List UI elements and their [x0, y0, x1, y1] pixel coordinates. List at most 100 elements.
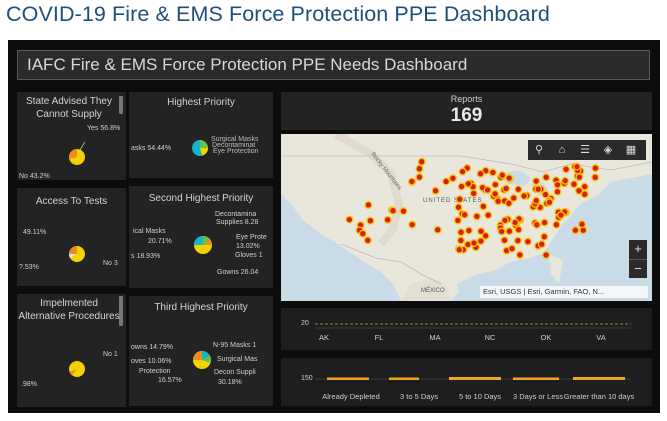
report-marker[interactable]	[501, 216, 509, 225]
report-marker[interactable]	[417, 157, 426, 166]
report-marker[interactable]	[553, 180, 562, 189]
report-marker[interactable]	[476, 169, 485, 178]
report-marker[interactable]	[457, 228, 466, 237]
pie-chart-second-priority[interactable]	[189, 231, 217, 259]
report-marker[interactable]	[542, 173, 551, 182]
report-marker[interactable]	[494, 197, 503, 206]
report-marker[interactable]	[476, 237, 485, 246]
report-marker[interactable]	[575, 186, 583, 195]
bar-5-to-10-days[interactable]	[449, 377, 501, 380]
report-marker[interactable]	[491, 189, 500, 198]
report-marker[interactable]	[498, 171, 507, 180]
layers-icon[interactable]: ◈	[603, 144, 613, 156]
pie-chart-highest-priority[interactable]	[188, 136, 212, 160]
report-marker[interactable]	[500, 236, 509, 245]
report-marker[interactable]	[537, 240, 546, 249]
report-marker[interactable]	[456, 236, 465, 245]
report-marker[interactable]	[464, 179, 473, 188]
report-marker[interactable]	[540, 232, 549, 241]
report-marker[interactable]	[532, 177, 541, 186]
report-marker[interactable]	[453, 216, 462, 225]
report-marker[interactable]	[460, 210, 469, 219]
report-marker[interactable]	[532, 220, 541, 229]
report-marker[interactable]	[520, 192, 529, 200]
report-marker[interactable]	[470, 239, 478, 247]
report-marker[interactable]	[408, 220, 417, 229]
panel-third-priority[interactable]: Third Highest Priority owns 14.79% N-95 …	[129, 296, 273, 406]
report-marker[interactable]	[399, 207, 408, 216]
report-marker[interactable]	[454, 203, 463, 212]
report-marker[interactable]	[491, 180, 500, 189]
zoom-in-button[interactable]: +	[634, 241, 642, 256]
report-marker[interactable]	[523, 237, 532, 246]
bar-greater-than-10[interactable]	[573, 377, 625, 380]
pie-chart-access-tests[interactable]	[62, 239, 92, 269]
report-marker[interactable]	[561, 176, 570, 185]
report-marker[interactable]	[472, 212, 481, 221]
report-marker[interactable]	[580, 190, 589, 199]
report-marker[interactable]	[571, 226, 580, 235]
report-marker[interactable]	[578, 220, 586, 229]
pie-chart-third-priority[interactable]	[188, 346, 216, 374]
bar-3-days-or-less[interactable]	[513, 377, 559, 381]
report-marker[interactable]	[383, 215, 392, 224]
report-marker[interactable]	[514, 185, 523, 194]
report-marker[interactable]	[542, 251, 551, 259]
chart-depletion[interactable]: 150 Already Depleted 3 to 5 Days 5 to 10…	[281, 358, 652, 406]
report-marker[interactable]	[505, 227, 514, 236]
report-marker[interactable]	[433, 225, 442, 234]
report-marker[interactable]	[477, 227, 486, 236]
zoom-out-button[interactable]: −	[629, 259, 647, 278]
report-marker[interactable]	[469, 189, 478, 198]
report-marker[interactable]	[497, 227, 506, 236]
report-marker[interactable]	[505, 174, 514, 183]
map-view[interactable]: Rocky Mountains UNITED STATES MÉXICO ⚲ ⌂…	[281, 134, 652, 301]
report-marker[interactable]	[389, 206, 397, 215]
report-marker[interactable]	[540, 218, 549, 227]
report-marker[interactable]	[442, 177, 451, 186]
report-marker[interactable]	[545, 198, 554, 207]
report-marker[interactable]	[458, 167, 467, 176]
report-marker[interactable]	[481, 231, 490, 240]
report-marker[interactable]	[553, 187, 562, 196]
report-marker[interactable]	[483, 185, 492, 194]
panel-second-priority[interactable]: Second Highest Priority Decontamina Supp…	[129, 186, 273, 288]
report-marker[interactable]	[513, 236, 522, 245]
report-marker[interactable]	[455, 195, 464, 204]
report-marker[interactable]	[591, 173, 600, 182]
report-marker[interactable]	[570, 180, 578, 189]
report-marker[interactable]	[575, 173, 584, 182]
list-icon[interactable]: ☰	[580, 144, 590, 156]
bar-already-depleted[interactable]	[327, 377, 369, 381]
report-marker[interactable]	[573, 162, 581, 171]
report-marker[interactable]	[431, 186, 440, 195]
report-marker[interactable]	[457, 182, 466, 191]
panel-highest-priority[interactable]: Highest Priority asks 54.44% Surgical Ma…	[129, 92, 273, 178]
pie-chart-alt-procedures[interactable]	[62, 354, 92, 384]
report-marker[interactable]	[562, 165, 571, 174]
map-canvas[interactable]: Rocky Mountains UNITED STATES MÉXICO	[281, 134, 652, 301]
report-marker[interactable]	[345, 215, 354, 224]
report-markers[interactable]	[345, 157, 600, 259]
chart-states[interactable]: 20 AK FL MA NC OK VA	[281, 308, 652, 350]
report-marker[interactable]	[504, 199, 513, 208]
report-marker[interactable]	[448, 174, 457, 183]
panel-alt-procedures[interactable]: Impelmented Alternative Procedures No 1 …	[17, 294, 126, 407]
qr-icon[interactable]: ▦	[625, 144, 637, 156]
report-marker[interactable]	[484, 211, 493, 220]
report-marker[interactable]	[580, 182, 589, 191]
report-marker[interactable]	[591, 164, 600, 173]
report-marker[interactable]	[364, 200, 373, 209]
report-marker[interactable]	[464, 226, 473, 235]
report-marker[interactable]	[415, 164, 424, 173]
report-marker[interactable]	[363, 236, 372, 245]
report-marker[interactable]	[509, 194, 518, 202]
report-marker[interactable]	[415, 173, 424, 182]
report-marker[interactable]	[511, 218, 520, 227]
report-marker[interactable]	[532, 196, 541, 205]
report-marker[interactable]	[515, 250, 524, 259]
pie-chart-state-advised[interactable]	[62, 142, 92, 172]
report-marker[interactable]	[552, 220, 561, 229]
report-marker[interactable]	[541, 190, 550, 199]
report-marker[interactable]	[455, 245, 464, 254]
